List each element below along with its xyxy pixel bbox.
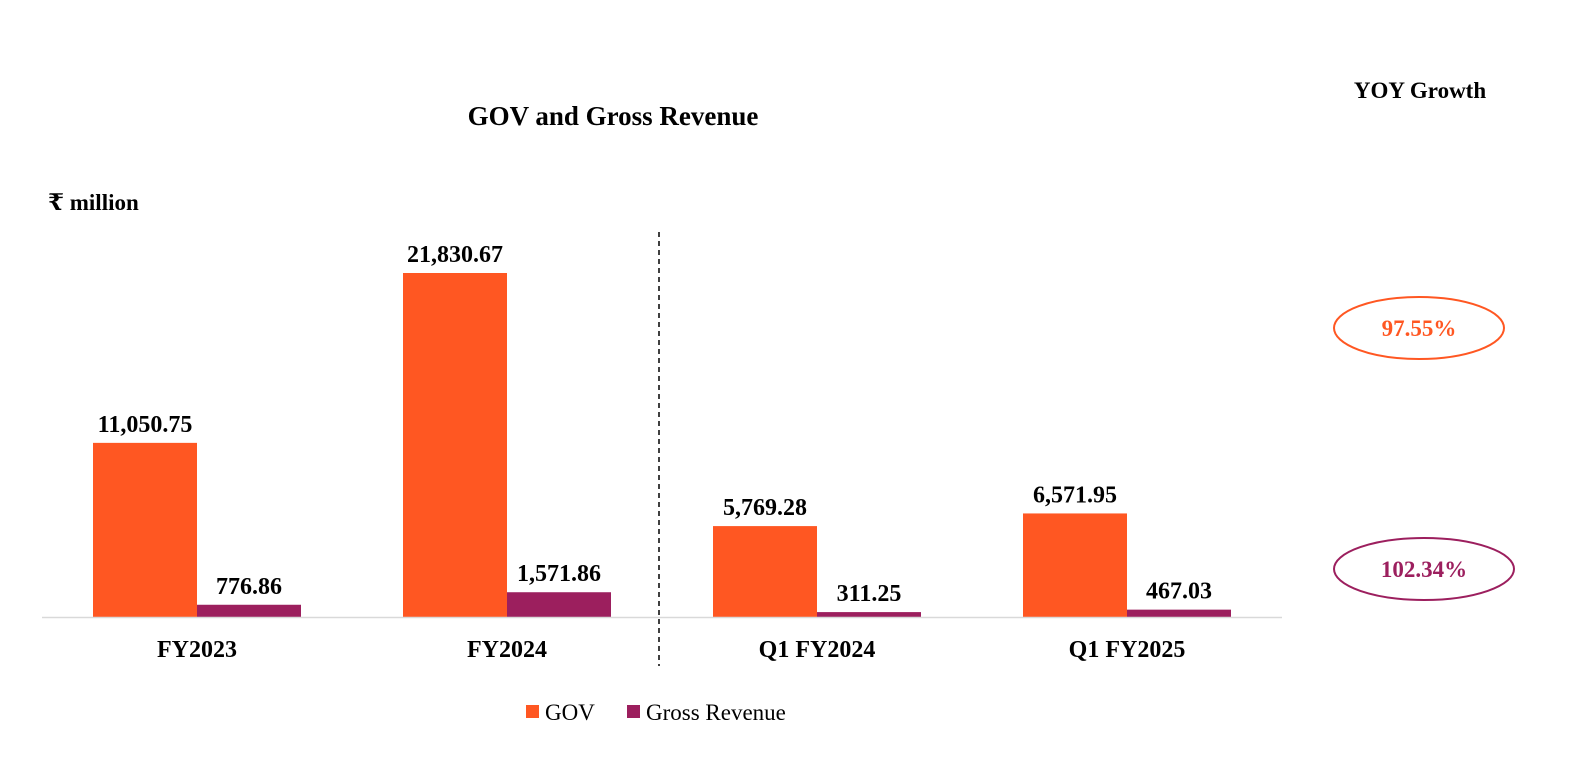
value-label-gross-revenue-3: 467.03 [1146, 579, 1212, 605]
bar-gov-3 [1023, 513, 1127, 617]
chart-title: GOV and Gross Revenue [468, 101, 759, 131]
bar-gross-revenue-0 [197, 604, 301, 617]
bar-gov-0 [93, 442, 197, 617]
category-label-0: FY2023 [157, 637, 237, 663]
legend-label-gov: GOV [545, 700, 595, 725]
legend: GOV Gross Revenue [526, 700, 786, 725]
bar-gov-1 [403, 273, 507, 617]
legend-swatch-gov [526, 705, 539, 718]
bar-gross-revenue-1 [507, 592, 611, 617]
value-label-gov-2: 5,769.28 [723, 495, 807, 521]
value-label-gross-revenue-0: 776.86 [216, 574, 282, 600]
value-label-gov-3: 6,571.95 [1033, 482, 1117, 508]
unit-label: ₹ million [48, 190, 139, 215]
value-label-gov-0: 11,050.75 [98, 412, 193, 438]
legend-swatch-gross-revenue [627, 705, 640, 718]
bars-layer [93, 273, 1231, 617]
yoy-gross-revenue-ellipse [1333, 537, 1515, 601]
yoy-gross-revenue-value: 102.34% [1381, 557, 1467, 582]
value-label-gov-1: 21,830.67 [407, 242, 503, 268]
yoy-gov-value: 97.55% [1382, 316, 1457, 341]
value-label-gross-revenue-2: 311.25 [837, 581, 902, 607]
bar-gross-revenue-2 [817, 612, 921, 617]
value-label-gross-revenue-1: 1,571.86 [517, 561, 601, 587]
yoy-growth-panel: YOY Growth 97.55% 102.34% [1333, 78, 1515, 601]
yoy-gov-ellipse [1333, 296, 1505, 360]
category-labels-layer: FY2023 FY2024 Q1 FY2024 Q1 FY2025 [157, 637, 1185, 663]
category-label-2: Q1 FY2024 [759, 637, 876, 663]
value-labels-layer: 11,050.75 776.86 21,830.67 1,571.86 5,769.28… [98, 242, 1212, 607]
bar-gross-revenue-3 [1127, 609, 1231, 617]
category-label-3: Q1 FY2025 [1069, 637, 1186, 663]
bar-gov-2 [713, 526, 817, 617]
yoy-growth-title: YOY Growth [1354, 78, 1486, 103]
legend-label-gross-revenue: Gross Revenue [646, 700, 786, 725]
category-label-1: FY2024 [467, 637, 547, 663]
